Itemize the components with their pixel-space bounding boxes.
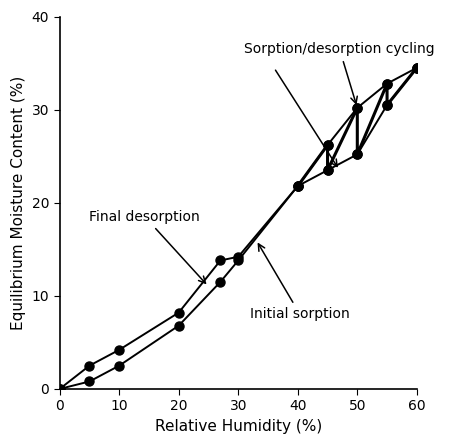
Text: Final desorption: Final desorption bbox=[90, 210, 206, 283]
Y-axis label: Equilibrium Moisture Content (%): Equilibrium Moisture Content (%) bbox=[11, 76, 26, 330]
Text: Sorption/desorption cycling: Sorption/desorption cycling bbox=[244, 42, 435, 104]
Text: Initial sorption: Initial sorption bbox=[250, 244, 350, 321]
X-axis label: Relative Humidity (%): Relative Humidity (%) bbox=[155, 419, 322, 434]
